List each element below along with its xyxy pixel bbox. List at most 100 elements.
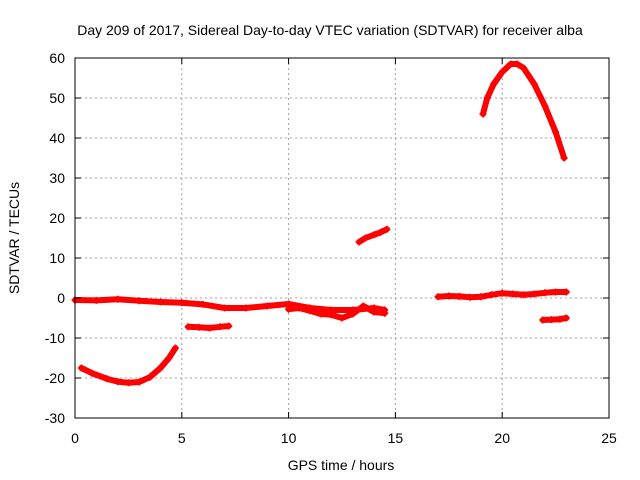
data-point xyxy=(376,228,384,236)
plot-frame xyxy=(74,57,610,419)
series-segment-6 xyxy=(434,288,570,301)
x-tick-label: 25 xyxy=(601,430,617,446)
data-point xyxy=(562,288,570,296)
data-point xyxy=(547,316,555,324)
data-point xyxy=(520,291,528,299)
axis-ticks: 0 5 10 15 20 25 -30 -20 -10 0 10 20 30 40 50 60 xyxy=(45,50,617,446)
data-point xyxy=(383,225,391,233)
data-point xyxy=(541,102,549,110)
data-point xyxy=(556,315,564,323)
data-point xyxy=(359,302,367,310)
data-point xyxy=(434,293,442,301)
x-tick-label: 20 xyxy=(494,430,510,446)
y-tick-label: 0 xyxy=(57,290,65,306)
data-point xyxy=(124,379,132,387)
data-point xyxy=(77,364,85,372)
data-point xyxy=(509,290,517,298)
series-line xyxy=(285,303,388,321)
data-point xyxy=(530,290,538,298)
data-point xyxy=(498,68,506,76)
data-series xyxy=(71,60,570,387)
data-point xyxy=(317,310,325,318)
y-tick-label: -10 xyxy=(45,330,65,346)
data-point xyxy=(327,311,335,319)
series-line xyxy=(480,61,568,161)
y-tick-label: 20 xyxy=(49,210,65,226)
data-point xyxy=(103,375,111,383)
data-point xyxy=(541,289,549,297)
y-tick-label: -20 xyxy=(45,370,65,386)
data-point xyxy=(361,234,369,242)
data-point xyxy=(562,314,570,322)
series-line xyxy=(72,296,388,313)
y-axis-label: SDTVAR / TECUs xyxy=(6,182,22,294)
data-point xyxy=(355,238,363,246)
y-tick-label: 50 xyxy=(49,90,65,106)
data-point xyxy=(225,322,233,330)
series-segment-8 xyxy=(479,60,568,162)
data-point xyxy=(539,316,547,324)
data-point xyxy=(445,292,453,300)
data-point xyxy=(381,309,389,317)
x-tick-label: 15 xyxy=(388,430,404,446)
data-point xyxy=(507,60,515,68)
data-point xyxy=(171,344,179,352)
data-point xyxy=(92,296,100,304)
chart-title: Day 209 of 2017, Sidereal Day-to-day VTE… xyxy=(77,22,583,38)
y-tick-label: 10 xyxy=(49,250,65,266)
data-point xyxy=(530,80,538,88)
x-tick-label: 0 xyxy=(71,430,79,446)
data-point xyxy=(370,231,378,239)
grid xyxy=(75,58,609,418)
data-point xyxy=(184,323,192,331)
data-point xyxy=(455,292,463,300)
data-point xyxy=(206,324,214,332)
y-tick-label: 30 xyxy=(49,170,65,186)
data-point xyxy=(306,307,314,315)
x-tick-label: 10 xyxy=(281,430,297,446)
data-point xyxy=(490,80,498,88)
data-point xyxy=(216,323,224,331)
data-point xyxy=(285,305,293,313)
data-point xyxy=(156,298,164,306)
data-point xyxy=(349,310,357,318)
y-tick-label: 40 xyxy=(49,130,65,146)
data-point xyxy=(370,308,378,316)
data-point xyxy=(199,300,207,308)
y-tick-label: 60 xyxy=(49,50,65,66)
data-point xyxy=(135,378,143,386)
data-point xyxy=(483,94,491,102)
x-tick-label: 5 xyxy=(178,430,186,446)
data-point xyxy=(114,295,122,303)
data-point xyxy=(513,60,521,68)
series-segment-3 xyxy=(77,344,179,387)
data-point xyxy=(165,354,173,362)
data-point xyxy=(552,128,560,136)
data-point xyxy=(135,297,143,305)
data-point xyxy=(88,369,96,377)
series-line xyxy=(78,345,179,386)
data-point xyxy=(520,64,528,72)
data-point xyxy=(295,304,303,312)
data-point xyxy=(178,299,186,307)
series-segment-4 xyxy=(184,322,233,332)
data-point xyxy=(498,289,506,297)
data-point xyxy=(560,154,568,162)
data-point xyxy=(552,288,560,296)
data-point xyxy=(488,291,496,299)
data-point xyxy=(114,378,122,386)
series-segment-7 xyxy=(539,314,570,324)
data-point xyxy=(479,110,487,118)
data-point xyxy=(146,373,154,381)
y-tick-label: -30 xyxy=(45,410,65,426)
series-segment-1 xyxy=(71,295,389,314)
data-point xyxy=(221,304,229,312)
data-point xyxy=(263,302,271,310)
series-segment-5 xyxy=(355,225,391,246)
data-point xyxy=(477,293,485,301)
series-segment-2 xyxy=(285,302,389,322)
data-point xyxy=(466,293,474,301)
data-point xyxy=(195,323,203,331)
data-point xyxy=(242,304,250,312)
